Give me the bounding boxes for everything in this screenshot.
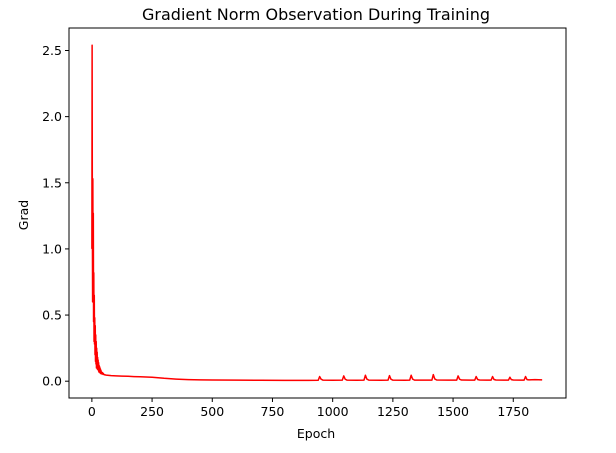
plot-frame xyxy=(68,27,567,399)
y-tick-label: 0.0 xyxy=(42,374,62,389)
plot-area xyxy=(91,44,543,382)
x-tick-label: 750 xyxy=(261,404,285,419)
series-line-0 xyxy=(91,44,543,382)
x-tick-label: 500 xyxy=(200,404,224,419)
y-tick-label: 2.5 xyxy=(42,43,62,58)
x-tick-label: 1500 xyxy=(437,404,469,419)
x-axis-ticks: 0 250 500 750 1000 1250 1500 1750 xyxy=(88,398,529,419)
x-axis-label: Epoch xyxy=(297,426,335,441)
x-tick-label: 1250 xyxy=(377,404,409,419)
chart-title: Gradient Norm Observation During Trainin… xyxy=(142,5,490,24)
y-axis-ticks: 0.0 0.5 1.0 1.5 2.0 2.5 xyxy=(42,43,69,389)
y-axis-label: Grad xyxy=(16,200,31,230)
y-tick-label: 0.5 xyxy=(42,308,62,323)
y-tick-label: 1.0 xyxy=(42,241,62,256)
x-tick-label: 1750 xyxy=(497,404,529,419)
x-tick-label: 0 xyxy=(88,404,96,419)
x-tick-label: 1000 xyxy=(317,404,349,419)
y-tick-label: 1.5 xyxy=(42,175,62,190)
y-tick-label: 2.0 xyxy=(42,109,62,124)
x-tick-label: 250 xyxy=(140,404,164,419)
